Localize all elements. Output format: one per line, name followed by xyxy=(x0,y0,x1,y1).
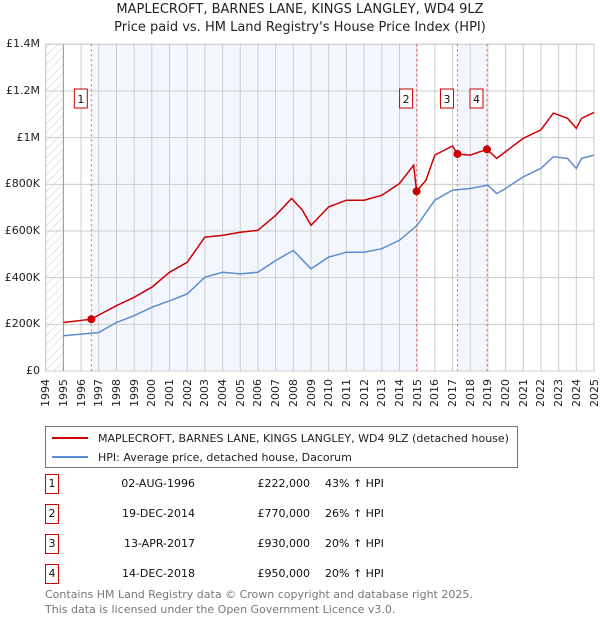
x-tick-label: 1994 xyxy=(39,379,53,407)
x-tick-label: 2001 xyxy=(163,379,176,407)
sale-marker-box: 4 xyxy=(45,564,59,584)
sale-date: 14-DEC-2018 xyxy=(121,567,195,580)
legend-swatch xyxy=(52,456,88,458)
x-tick-label: 2022 xyxy=(534,379,548,407)
y-tick-label: £600K xyxy=(4,223,40,237)
sale-point xyxy=(453,149,462,158)
x-tick-label: 2015 xyxy=(410,379,424,407)
x-tick-label: 2003 xyxy=(198,379,212,407)
series-line-property xyxy=(63,111,595,324)
y-tick-label: £1M xyxy=(16,130,41,144)
x-tick-label: 2002 xyxy=(180,379,194,407)
sale-marker-box: 2 xyxy=(45,504,59,524)
legend-label: HPI: Average price, detached house, Daco… xyxy=(98,450,352,464)
sale-date: 02-AUG-1996 xyxy=(121,477,195,490)
y-tick-label: £200K xyxy=(4,317,40,331)
x-tick-label: 2004 xyxy=(216,379,230,407)
x-tick-label: 2005 xyxy=(233,379,247,407)
sale-hpi: 43% ↑ HPI xyxy=(325,477,384,490)
legend: MAPLECROFT, BARNES LANE, KINGS LANGLEY, … xyxy=(45,426,518,468)
y-tick-label: £800K xyxy=(4,177,40,191)
x-tick-label: 2000 xyxy=(145,379,159,407)
sale-marker-box: 1 xyxy=(45,474,59,494)
y-tick-label: £0 xyxy=(26,364,40,377)
sale-label: 4 xyxy=(473,93,480,106)
x-tick-label: 2025 xyxy=(587,379,600,407)
x-tick-label: 2018 xyxy=(463,379,477,407)
x-tick-label: 2023 xyxy=(552,379,566,407)
sale-label: 3 xyxy=(443,93,450,106)
sale-label: 1 xyxy=(77,93,84,106)
x-tick-label: 2016 xyxy=(428,379,442,407)
shaded-period xyxy=(91,44,417,372)
sale-date: 19-DEC-2014 xyxy=(121,507,195,520)
legend-item-property: MAPLECROFT, BARNES LANE, KINGS LANGLEY, … xyxy=(52,430,509,446)
sale-price: £930,000 xyxy=(257,537,311,550)
sale-date: 13-APR-2017 xyxy=(123,537,195,550)
x-tick-label: 2017 xyxy=(446,379,459,407)
sale-point xyxy=(412,187,421,196)
y-tick-label: £400K xyxy=(4,270,40,284)
legend-label: MAPLECROFT, BARNES LANE, KINGS LANGLEY, … xyxy=(98,431,509,445)
sale-label-box xyxy=(399,88,414,109)
x-tick-label: 1995 xyxy=(56,379,70,407)
x-tick-label: 2008 xyxy=(286,379,300,407)
sale-label-box xyxy=(469,88,484,109)
sale-label-box xyxy=(73,88,88,109)
x-tick-label: 2019 xyxy=(481,379,495,407)
x-tick-label: 2009 xyxy=(304,379,318,407)
sale-hpi: 20% ↑ HPI xyxy=(325,537,384,550)
sale-point xyxy=(482,145,491,154)
sale-price: £222,000 xyxy=(257,477,311,490)
x-tick-label: 2013 xyxy=(375,379,389,407)
y-tick-label: £1.4M xyxy=(6,37,40,51)
footer-copyright: Contains HM Land Registry data © Crown c… xyxy=(45,588,473,601)
chart-title: MAPLECROFT, BARNES LANE, KINGS LANGLEY, … xyxy=(116,2,484,17)
x-tick-label: 1999 xyxy=(127,379,141,407)
x-tick-label: 2021 xyxy=(516,379,530,407)
sale-row: 4 14-DEC-2018 £950,000 20% ↑ HPI xyxy=(45,564,445,584)
x-tick-label: 2014 xyxy=(392,379,406,407)
sale-label: 2 xyxy=(403,93,410,106)
sale-point xyxy=(87,315,96,324)
legend-item-hpi: HPI: Average price, detached house, Daco… xyxy=(52,449,509,465)
chart-subtitle: Price paid vs. HM Land Registry's House … xyxy=(114,20,486,35)
x-tick-label: 1996 xyxy=(74,379,88,407)
sale-label-box xyxy=(439,88,454,109)
legend-swatch xyxy=(52,437,88,439)
y-tick-label: £1.2M xyxy=(6,83,40,97)
x-tick-label: 2010 xyxy=(322,379,336,407)
series-line-hpi xyxy=(63,154,595,337)
footer-licence: This data is licensed under the Open Gov… xyxy=(45,603,396,616)
x-tick-label: 2011 xyxy=(339,379,353,407)
sale-row: 2 19-DEC-2014 £770,000 26% ↑ HPI xyxy=(45,504,445,524)
sale-hpi: 26% ↑ HPI xyxy=(325,507,384,520)
x-tick-label: 2006 xyxy=(251,379,265,407)
sale-row: 1 02-AUG-1996 £222,000 43% ↑ HPI xyxy=(45,474,445,494)
x-tick-label: 2020 xyxy=(499,379,513,407)
sale-hpi: 20% ↑ HPI xyxy=(325,567,384,580)
price-chart: 1 2 3 4 xyxy=(45,43,595,372)
sale-row: 3 13-APR-2017 £930,000 20% ↑ HPI xyxy=(45,534,445,554)
sale-marker-box: 3 xyxy=(45,534,59,554)
x-tick-label: 2024 xyxy=(569,379,583,407)
x-tick-label: 1998 xyxy=(109,379,123,407)
no-data-hatch xyxy=(45,44,64,372)
x-tick-label: 2012 xyxy=(357,379,371,407)
x-tick-label: 1997 xyxy=(92,379,106,407)
sale-price: £770,000 xyxy=(257,507,311,520)
x-tick-label: 2007 xyxy=(269,379,283,407)
sale-price: £950,000 xyxy=(257,567,311,580)
